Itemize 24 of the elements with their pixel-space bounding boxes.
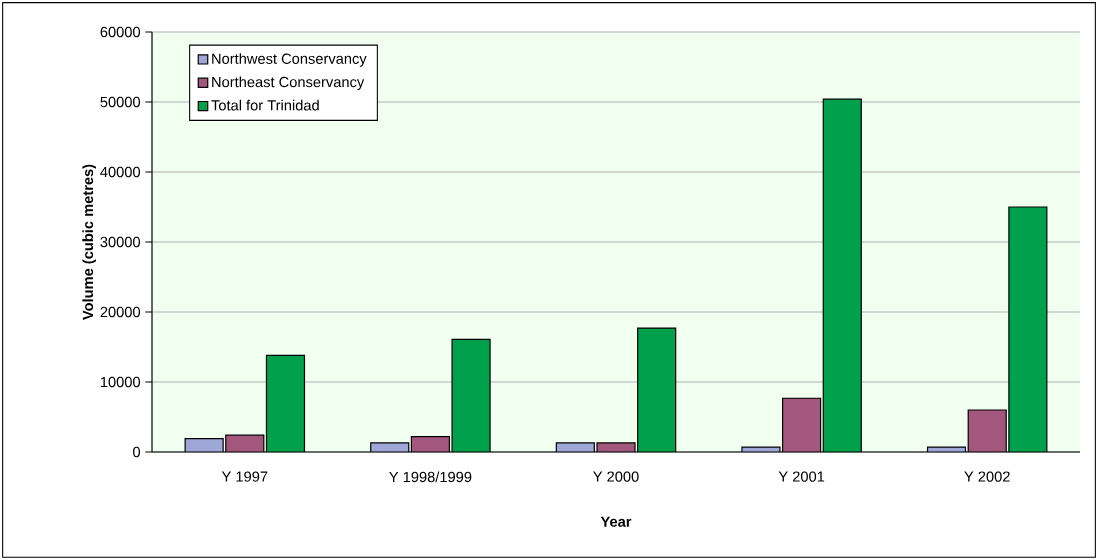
bar bbox=[967, 409, 1007, 452]
legend-label: Northeast Conservancy bbox=[212, 76, 365, 91]
x-tick-label: Y 1997 bbox=[221, 471, 268, 482]
legend-label: Total for Trinidad bbox=[211, 99, 319, 111]
bar bbox=[266, 355, 305, 452]
bar bbox=[452, 339, 491, 452]
y-tick-label: 10000 bbox=[100, 376, 141, 388]
x-tick-label: Y 2001 bbox=[778, 471, 825, 482]
bar bbox=[637, 328, 676, 452]
y-axis-title: Volume (cubic metres) bbox=[82, 164, 97, 320]
y-tick-label: 20000 bbox=[100, 306, 141, 318]
x-axis-title: Year bbox=[600, 516, 632, 527]
y-tick-label: 50000 bbox=[100, 96, 141, 108]
bar bbox=[823, 99, 862, 452]
x-tick-label: Y 2002 bbox=[964, 471, 1010, 482]
legend-label: Northwest Conservancy bbox=[212, 53, 367, 67]
y-tick-label: 0 bbox=[133, 446, 141, 458]
y-tick-label: 40000 bbox=[100, 166, 141, 178]
bar bbox=[1008, 206, 1048, 452]
x-tick-label: Y 2000 bbox=[593, 471, 639, 482]
x-tick-label: Y 1998/1999 bbox=[389, 471, 472, 483]
bar bbox=[782, 398, 821, 452]
y-tick-label: 60000 bbox=[100, 26, 141, 38]
y-tick-label: 30000 bbox=[100, 236, 141, 248]
